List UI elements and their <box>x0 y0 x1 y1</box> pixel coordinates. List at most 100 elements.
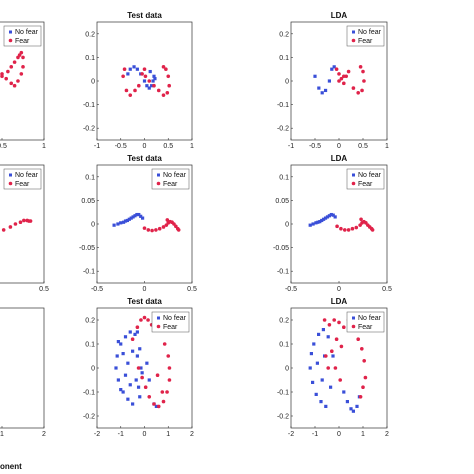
legend-label: No fear <box>163 172 187 179</box>
point-fear <box>4 76 8 81</box>
point-no-fear <box>342 390 346 394</box>
point-no-fear <box>308 366 312 370</box>
point-fear <box>19 50 24 55</box>
point-fear <box>142 315 147 320</box>
legend-label: Fear <box>15 181 30 188</box>
point-fear <box>346 228 351 232</box>
legend-label: No fear <box>15 172 39 179</box>
point-no-fear <box>150 84 154 88</box>
point-no-fear <box>121 352 125 356</box>
point-fear <box>152 83 156 88</box>
point-fear <box>154 228 158 232</box>
point-no-fear <box>154 404 158 408</box>
point-no-fear <box>325 215 330 219</box>
point-fear <box>339 76 344 81</box>
x-tick-label: 1 <box>0 431 4 438</box>
point-fear <box>335 224 339 229</box>
point-fear <box>338 378 343 382</box>
point-no-fear <box>123 373 128 377</box>
y-tick-label: 0.1 <box>279 342 289 349</box>
legend-marker-no-fear <box>157 173 160 177</box>
point-no-fear <box>122 220 126 224</box>
legend-marker-fear <box>351 38 356 43</box>
point-no-fear <box>138 395 142 399</box>
x-tick-label: 0 <box>143 143 147 150</box>
legend-marker-fear <box>8 181 13 186</box>
point-fear <box>150 228 154 233</box>
point-fear <box>167 366 172 370</box>
y-tick-label: 0.1 <box>85 55 95 62</box>
legend-label: Fear <box>163 324 178 331</box>
point-no-fear <box>132 65 136 69</box>
point-no-fear <box>134 378 138 382</box>
point-no-fear <box>131 349 135 353</box>
point-fear <box>143 74 148 79</box>
point-fear <box>146 318 150 322</box>
point-fear <box>334 337 339 342</box>
y-tick-label: -0.1 <box>277 390 289 397</box>
point-fear <box>139 318 143 322</box>
point-no-fear <box>133 214 137 218</box>
x-tick-label: 0 <box>143 286 147 293</box>
legend-marker-no-fear <box>9 30 12 34</box>
point-no-fear <box>133 332 137 336</box>
point-fear <box>135 325 140 330</box>
points-group <box>1 218 33 232</box>
point-no-fear <box>313 74 317 78</box>
y-tick-label: 0.05 <box>275 198 289 205</box>
point-fear <box>350 226 355 231</box>
point-no-fear <box>123 219 128 223</box>
point-no-fear <box>332 65 336 69</box>
point-fear <box>1 228 6 232</box>
point-fear <box>21 65 25 69</box>
x-tick-label: 1 <box>385 143 389 150</box>
point-no-fear <box>135 212 139 217</box>
point-no-fear <box>316 220 320 224</box>
x-tick-label: 0.5 <box>0 143 7 150</box>
point-fear <box>361 69 365 74</box>
y-tick-label: -0.1 <box>83 269 95 276</box>
x-tick-label: -1 <box>312 431 318 438</box>
point-fear <box>342 228 347 232</box>
point-no-fear <box>314 221 318 225</box>
points-group <box>308 318 368 413</box>
legend-box <box>3 25 42 47</box>
point-fear <box>161 93 166 97</box>
point-no-fear <box>119 221 123 225</box>
point-fear <box>137 83 141 88</box>
point-fear <box>143 385 148 390</box>
point-fear <box>167 378 172 382</box>
x-tick-label: -2 <box>288 431 294 438</box>
x-tick-label: -1 <box>118 431 124 438</box>
point-no-fear <box>320 378 324 382</box>
point-fear <box>165 218 170 222</box>
point-no-fear <box>116 378 120 382</box>
x-tick-label: 0 <box>143 431 147 438</box>
point-no-fear <box>331 354 335 358</box>
point-fear <box>324 354 328 358</box>
point-no-fear <box>127 217 131 221</box>
point-no-fear <box>126 361 130 365</box>
point-fear <box>12 60 17 64</box>
point-no-fear <box>123 335 128 339</box>
point-fear <box>12 83 17 88</box>
plot-frame <box>0 307 45 429</box>
point-fear <box>133 88 137 93</box>
y-tick-label: -0.2 <box>277 414 289 421</box>
y-tick-label: -0.05 <box>273 245 289 252</box>
point-fear <box>130 337 135 342</box>
panel-title: LDA <box>331 11 348 20</box>
point-no-fear <box>355 404 359 408</box>
point-fear <box>19 72 24 76</box>
x-tick-label: -0.5 <box>285 286 297 293</box>
panel-title: Test data <box>127 154 162 163</box>
point-no-fear <box>320 91 324 95</box>
x-tick-label: -1 <box>94 143 100 150</box>
legend-marker-fear <box>156 181 161 186</box>
point-fear <box>121 74 125 79</box>
legend-marker-no-fear <box>9 173 12 177</box>
point-fear <box>166 354 171 358</box>
x-tick-label: 0 <box>337 286 341 293</box>
y-tick-label: -0.2 <box>83 414 95 421</box>
